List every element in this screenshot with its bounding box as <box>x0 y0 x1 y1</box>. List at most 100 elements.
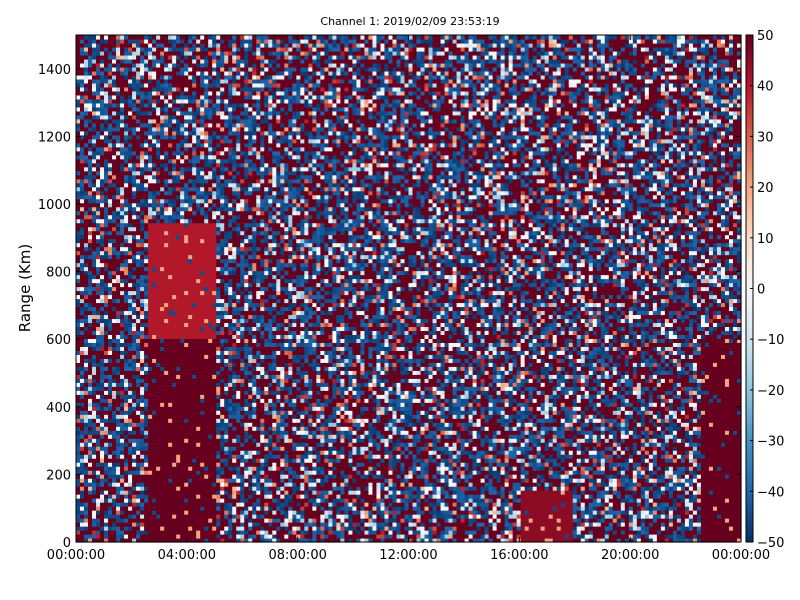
heatmap-cell <box>180 250 185 256</box>
heatmap-cell <box>224 310 229 316</box>
heatmap-cell <box>176 350 181 355</box>
heatmap-cell <box>192 282 197 288</box>
heatmap-cell <box>212 398 217 403</box>
heatmap-cell <box>180 218 185 224</box>
heatmap-cell <box>188 270 193 276</box>
heatmap-cell <box>172 190 177 196</box>
heatmap-cell <box>164 482 169 487</box>
heatmap-cell <box>220 238 225 244</box>
heatmap-cell <box>116 250 121 256</box>
heatmap-cell <box>172 318 177 324</box>
heatmap-cell <box>132 110 137 116</box>
heatmap-cell <box>220 42 225 48</box>
heatmap-cell <box>120 382 125 387</box>
heatmap-cell <box>100 482 105 487</box>
heatmap-cell <box>144 406 149 411</box>
heatmap-cell <box>100 230 105 236</box>
heatmap-cell <box>176 454 181 459</box>
heatmap-cell <box>180 246 185 252</box>
heatmap-cell <box>204 110 209 116</box>
heatmap-cell <box>124 150 129 156</box>
heatmap-cell <box>88 86 93 92</box>
heatmap-cell <box>224 226 229 232</box>
heatmap-cell <box>96 162 101 168</box>
heatmap-cell <box>136 170 141 176</box>
heatmap-cell <box>116 342 121 347</box>
heatmap-cell <box>140 54 145 60</box>
heatmap-cell <box>212 362 217 367</box>
heatmap-cell <box>172 170 177 176</box>
heatmap-cell <box>156 442 161 447</box>
heatmap-cell <box>192 86 197 92</box>
heatmap-cell <box>132 154 137 160</box>
heatmap-cell <box>208 218 213 224</box>
heatmap-cell <box>184 254 189 260</box>
heatmap-cell <box>176 414 181 419</box>
heatmap-cell <box>132 486 137 491</box>
heatmap-cell <box>104 354 109 359</box>
heatmap-cell <box>128 74 133 80</box>
heatmap-cell <box>220 374 225 379</box>
heatmap-cell <box>224 350 229 355</box>
heatmap-cell <box>96 426 101 431</box>
heatmap-cell <box>112 262 117 268</box>
heatmap-cell <box>96 446 101 451</box>
heatmap-cell <box>100 98 105 104</box>
heatmap-cell <box>164 298 169 304</box>
heatmap-cell <box>100 214 105 220</box>
heatmap-cell <box>124 398 129 403</box>
heatmap-cell <box>144 110 149 116</box>
heatmap-cell <box>132 170 137 176</box>
heatmap-cell <box>120 294 125 300</box>
heatmap-cell <box>156 326 161 332</box>
heatmap-cell <box>124 494 129 499</box>
heatmap-cell <box>136 142 141 148</box>
heatmap-cell <box>208 406 213 411</box>
heatmap-cell <box>148 350 153 355</box>
heatmap-cell <box>208 206 213 212</box>
heatmap-cell <box>96 374 101 379</box>
heatmap-cell <box>96 102 101 108</box>
heatmap-cell <box>176 126 181 132</box>
heatmap-cell <box>216 262 221 268</box>
heatmap-cell <box>108 94 113 100</box>
heatmap-cell <box>212 382 217 387</box>
heatmap-cell <box>172 438 177 443</box>
heatmap-cell <box>112 210 117 216</box>
heatmap-cell <box>148 82 153 88</box>
heatmap-cell <box>228 218 233 224</box>
heatmap-cell <box>108 422 113 427</box>
heatmap-cell <box>164 486 169 491</box>
heatmap-cell <box>220 46 225 52</box>
heatmap-cell <box>168 194 173 200</box>
heatmap-cell <box>76 90 81 96</box>
heatmap-cell <box>132 318 137 324</box>
heatmap-cell <box>144 98 149 104</box>
heatmap-cell <box>88 422 93 427</box>
heatmap-cell <box>112 366 117 371</box>
heatmap-cell <box>164 114 169 120</box>
heatmap-cell <box>144 294 149 300</box>
heatmap-cell <box>132 202 137 208</box>
heatmap-cell <box>136 226 141 232</box>
heatmap-cell <box>148 282 153 288</box>
heatmap-cell <box>116 350 121 355</box>
heatmap-cell <box>228 510 233 515</box>
heatmap-cell <box>220 498 225 503</box>
heatmap-cell <box>228 206 233 212</box>
heatmap-cell <box>80 518 85 523</box>
heatmap-cell <box>148 342 153 347</box>
heatmap-cell <box>192 162 197 168</box>
heatmap-cell <box>216 334 221 339</box>
heatmap-cell <box>136 470 141 475</box>
heatmap-cell <box>88 334 93 339</box>
heatmap-cell <box>208 382 213 387</box>
heatmap-cell <box>120 190 125 196</box>
heatmap-cell <box>148 262 153 268</box>
heatmap-cell <box>196 106 201 112</box>
heatmap-cell <box>132 398 137 403</box>
heatmap-cell <box>164 226 169 232</box>
heatmap-cell <box>184 306 189 312</box>
heatmap-cell <box>208 58 213 64</box>
heatmap-cell <box>228 298 233 304</box>
